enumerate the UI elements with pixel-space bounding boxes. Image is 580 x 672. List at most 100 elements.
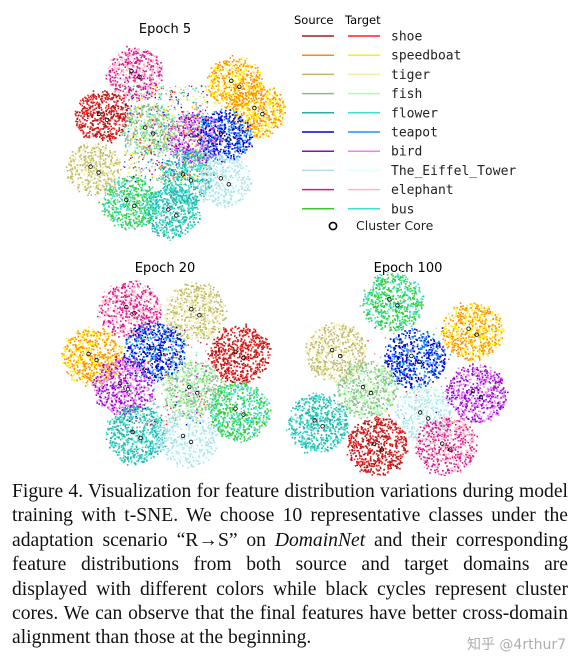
cluster-core-marker	[142, 125, 148, 130]
cluster-elephant	[105, 45, 164, 101]
cluster-flower	[105, 404, 169, 466]
cluster-core-marker	[218, 176, 223, 181]
legend-target-header: Target	[344, 13, 381, 27]
cluster-core-marker	[237, 84, 242, 89]
watermark: 知乎 @4rthur7	[466, 637, 566, 653]
legend-row-flower: flower	[302, 106, 438, 121]
legend-row-bird: bird	[302, 145, 422, 160]
cluster-core-marker	[368, 390, 374, 396]
cluster-bus	[359, 270, 425, 335]
cluster-core-marker	[104, 117, 110, 123]
caption-text-2: and their corresponding feature distribu…	[12, 529, 568, 649]
cluster-core-marker	[417, 359, 422, 365]
legend-row-teapot: teapot	[302, 126, 438, 141]
cluster-core-marker	[241, 355, 246, 361]
legend-label: bus	[391, 202, 414, 217]
cluster-core-marker	[189, 307, 194, 312]
cluster-flower	[285, 392, 350, 454]
legend-source-header: Source	[294, 13, 334, 27]
legend-row-elephant: elephant	[302, 183, 454, 198]
cluster-core-marker	[96, 170, 101, 175]
epoch100-scatter	[285, 270, 509, 476]
cluster-shoe	[207, 323, 272, 385]
cluster-core-marker	[260, 111, 265, 117]
cluster-the-eiffel-tower	[391, 385, 457, 445]
cluster-core-marker	[226, 182, 231, 187]
cluster-core-marker	[124, 305, 129, 310]
cluster-teapot	[384, 327, 447, 390]
legend-row-the-eiffel-tower: The_Eiffel_Tower	[302, 164, 516, 179]
cluster-core-marker	[338, 353, 343, 359]
cluster-core-marker	[125, 387, 131, 392]
cluster-bus	[98, 174, 158, 231]
cluster-tiger	[164, 281, 228, 344]
cluster-core-marker	[137, 74, 142, 80]
legend: Source Target shoe speedboat tiger fish flow…	[294, 13, 516, 233]
cluster-core-icon	[328, 221, 338, 231]
cluster-core-marker	[395, 303, 400, 308]
cluster-core-marker	[320, 424, 325, 429]
legend-label: speedboat	[391, 49, 461, 64]
cluster-core-marker	[478, 394, 484, 400]
cluster-core-marker	[188, 439, 194, 445]
cluster-core-marker	[197, 139, 202, 144]
cluster-bus	[208, 381, 272, 443]
legend-label: teapot	[391, 126, 438, 141]
cluster-core-marker	[474, 332, 479, 337]
cluster-core-marker	[117, 381, 123, 386]
cluster-speedboat	[61, 326, 125, 387]
cluster-core-marker	[129, 68, 134, 74]
figure-caption: Figure 4. Visualization for feature dist…	[12, 480, 568, 651]
cluster-core-marker	[197, 313, 202, 318]
cluster-core-marker	[132, 311, 137, 316]
cluster-core-marker	[132, 203, 137, 208]
cluster-the-eiffel-tower	[153, 408, 218, 469]
cluster-core-marker	[96, 111, 102, 117]
cluster-elephant	[414, 416, 479, 476]
tsne-figure: Epoch 5 Epoch 20 Epoch 100 Source Target…	[61, 13, 516, 476]
cluster-elephant	[97, 280, 162, 342]
caption-dataset: DomainNet	[274, 529, 366, 551]
cluster-core-marker	[166, 207, 171, 212]
cluster-core-marker	[180, 172, 186, 177]
cluster-speedboat	[205, 55, 264, 111]
cluster-core-marker	[439, 441, 445, 446]
cluster-core-marker	[157, 351, 162, 357]
cluster-core-marker	[218, 131, 223, 136]
caption-text-1: Figure 4. Visualization for feature dist…	[12, 481, 568, 551]
cluster-teapot	[196, 108, 254, 163]
cluster-core-marker	[188, 178, 194, 183]
cluster-core-marker	[466, 326, 471, 331]
cluster-core-marker	[94, 357, 99, 363]
cluster-core-marker	[88, 164, 93, 169]
epoch5-title: Epoch 5	[139, 22, 191, 37]
legend-row-shoe: shoe	[302, 30, 422, 45]
legend-label: flower	[391, 106, 438, 121]
cluster-core-marker	[130, 429, 135, 435]
cluster-core-marker	[233, 406, 238, 411]
epoch100-title: Epoch 100	[374, 261, 443, 276]
legend-label: fish	[391, 87, 422, 102]
legend-row-fish: fish	[302, 87, 422, 102]
epoch5-scatter	[65, 45, 286, 241]
cluster-the-eiffel-tower	[196, 153, 255, 209]
cluster-core-marker	[252, 105, 257, 111]
cluster-core-marker	[409, 353, 414, 359]
cluster-core-marker	[470, 388, 476, 394]
legend-row-bus: bus	[302, 202, 414, 217]
cluster-core-marker	[174, 213, 179, 218]
legend-label: elephant	[391, 183, 454, 198]
cluster-core-marker	[447, 447, 453, 452]
cluster-core-marker	[226, 137, 231, 142]
cluster-core-marker	[180, 433, 186, 439]
legend-label: bird	[391, 145, 422, 160]
epoch20-title: Epoch 20	[135, 261, 195, 276]
cluster-core-marker	[138, 435, 143, 441]
cluster-core-marker	[241, 412, 246, 417]
legend-row-speedboat: speedboat	[302, 49, 461, 64]
cluster-bird	[91, 356, 156, 416]
legend-core-label: Cluster Core	[356, 218, 434, 233]
cluster-core-marker	[124, 197, 129, 202]
cluster-core-marker	[233, 349, 238, 355]
cluster-speedboat	[440, 302, 505, 362]
